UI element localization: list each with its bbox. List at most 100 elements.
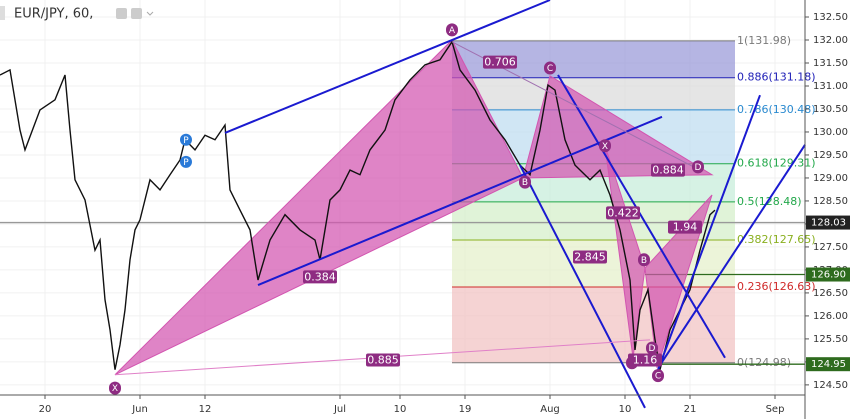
plot-area: 1(131.98) 0.886(131.18) 0.786(130.48) 0.618… (0, 0, 816, 409)
point-label: A (449, 26, 456, 36)
ratio-label-box (668, 220, 702, 234)
annotation-ratio: 0.706 (483, 55, 517, 69)
annotation-pivot: P (180, 155, 192, 168)
trend-line (659, 144, 806, 366)
x-tick-label: 12 (199, 404, 212, 415)
annotation-point: B (519, 175, 531, 189)
price-tag (806, 357, 850, 372)
ratio-label: 2.845 (574, 251, 606, 264)
point-label: P (183, 158, 189, 168)
x-tick-label: 20 (39, 404, 52, 415)
fib-label: 0.886(131.18) (737, 71, 816, 84)
annotation-ratio: 0.422 (606, 206, 640, 220)
point-label: C (547, 64, 553, 74)
pivot-marker (180, 133, 192, 146)
point-label-box (519, 175, 531, 189)
annotation-point: C (652, 369, 664, 383)
fib-label: 0(124.98) (737, 356, 791, 369)
point-label-box (652, 369, 664, 383)
ratio-label: 1.94 (673, 221, 698, 234)
point-label-box (544, 61, 556, 75)
annotation-point: C (544, 61, 556, 75)
x-tick-label: 10 (394, 404, 407, 415)
annotation-ratio: 2.845 (573, 250, 607, 264)
ratio-label: 0.885 (367, 354, 399, 367)
trend-line (654, 94, 761, 379)
menu-handle[interactable] (0, 6, 5, 20)
ratio-label-box (628, 353, 662, 367)
fib-label: 0.382(127.65) (737, 233, 816, 246)
annotation-point: D (646, 341, 658, 355)
x-tick-label: 19 (459, 404, 472, 415)
point-label: X (602, 142, 608, 152)
annotation-pivot: P (180, 133, 192, 146)
pivot-marker (180, 155, 192, 168)
ratio-label: 0.884 (652, 164, 684, 177)
x-tick-label: Jun (131, 404, 148, 415)
y-tick-label: 124.50 (813, 380, 848, 391)
point-label-box (446, 23, 458, 37)
point-label: B (522, 178, 528, 188)
point-label: D (695, 163, 702, 173)
price-tag-label: 128.03 (811, 218, 846, 229)
trend-line (519, 164, 646, 409)
fib-label: 0.236(126.63) (737, 280, 816, 293)
point-label-box (638, 253, 650, 267)
annotation-point: A (446, 23, 458, 37)
ratio-label: 1.16 (633, 354, 658, 367)
annotation-point: D (692, 160, 704, 174)
y-tick-label: 126.50 (813, 288, 848, 299)
point-label: P (183, 136, 189, 146)
chart-title: EUR/JPY, 60, (14, 7, 93, 22)
price-tag (806, 215, 850, 230)
fib-label: 0.786(130.48) (737, 103, 816, 116)
fib-label: 1(131.98) (737, 34, 791, 47)
y-tick-label: 132.00 (813, 35, 848, 46)
y-tick-label: 130.00 (813, 127, 848, 138)
x-tick-label: 10 (619, 404, 632, 415)
ratio-label-box (303, 270, 337, 284)
y-tick-label: 132.50 (813, 12, 848, 23)
annotation-ratio: 0.885 (366, 353, 400, 367)
trend-line (257, 115, 663, 287)
price-tag (806, 267, 850, 282)
trend-line (557, 74, 726, 359)
settings-icon[interactable] (116, 8, 127, 19)
annotation-ratio: 0.384 (303, 270, 337, 284)
y-tick-label: 128.50 (813, 196, 848, 207)
point-label: X (112, 384, 118, 394)
point-label-box (109, 381, 121, 395)
close-icon[interactable] (131, 8, 142, 19)
x-tick-label: Aug (540, 404, 560, 415)
ratio-label-box (483, 55, 517, 69)
trend-line (224, 0, 551, 134)
ratio-label-box (573, 250, 607, 264)
dropdown-icon[interactable] (146, 11, 154, 16)
y-tick-label: 130.50 (813, 104, 848, 115)
ratio-label: 0.384 (304, 270, 336, 283)
point-label: D (649, 344, 656, 354)
annotation-point: X (599, 139, 611, 153)
y-tick-label: 127.50 (813, 242, 848, 253)
x-tick-label: Jul (333, 404, 346, 415)
annotation-ratio: 1.94 (668, 220, 702, 234)
ratio-label-box (606, 206, 640, 220)
fib-label: 0.618(129.31) (737, 157, 816, 170)
point-label-box (646, 341, 658, 355)
y-tick-label: 125.50 (813, 334, 848, 345)
fib-label: 0.5(128.48) (737, 195, 802, 208)
point-label-box (692, 160, 704, 174)
annotation-point: B (638, 253, 650, 267)
point-label: C (655, 372, 661, 382)
ratio-label: 0.706 (484, 56, 516, 69)
y-tick-label: 126.00 (813, 311, 848, 322)
annotation-point: X (109, 381, 121, 395)
x-tick-label: 21 (684, 404, 697, 415)
ratio-label-box (366, 353, 400, 367)
x-tick-label: Sep (766, 404, 785, 415)
y-tick-label: 129.50 (813, 150, 848, 161)
point-label: B (641, 256, 647, 266)
y-tick-label: 129.00 (813, 173, 848, 184)
